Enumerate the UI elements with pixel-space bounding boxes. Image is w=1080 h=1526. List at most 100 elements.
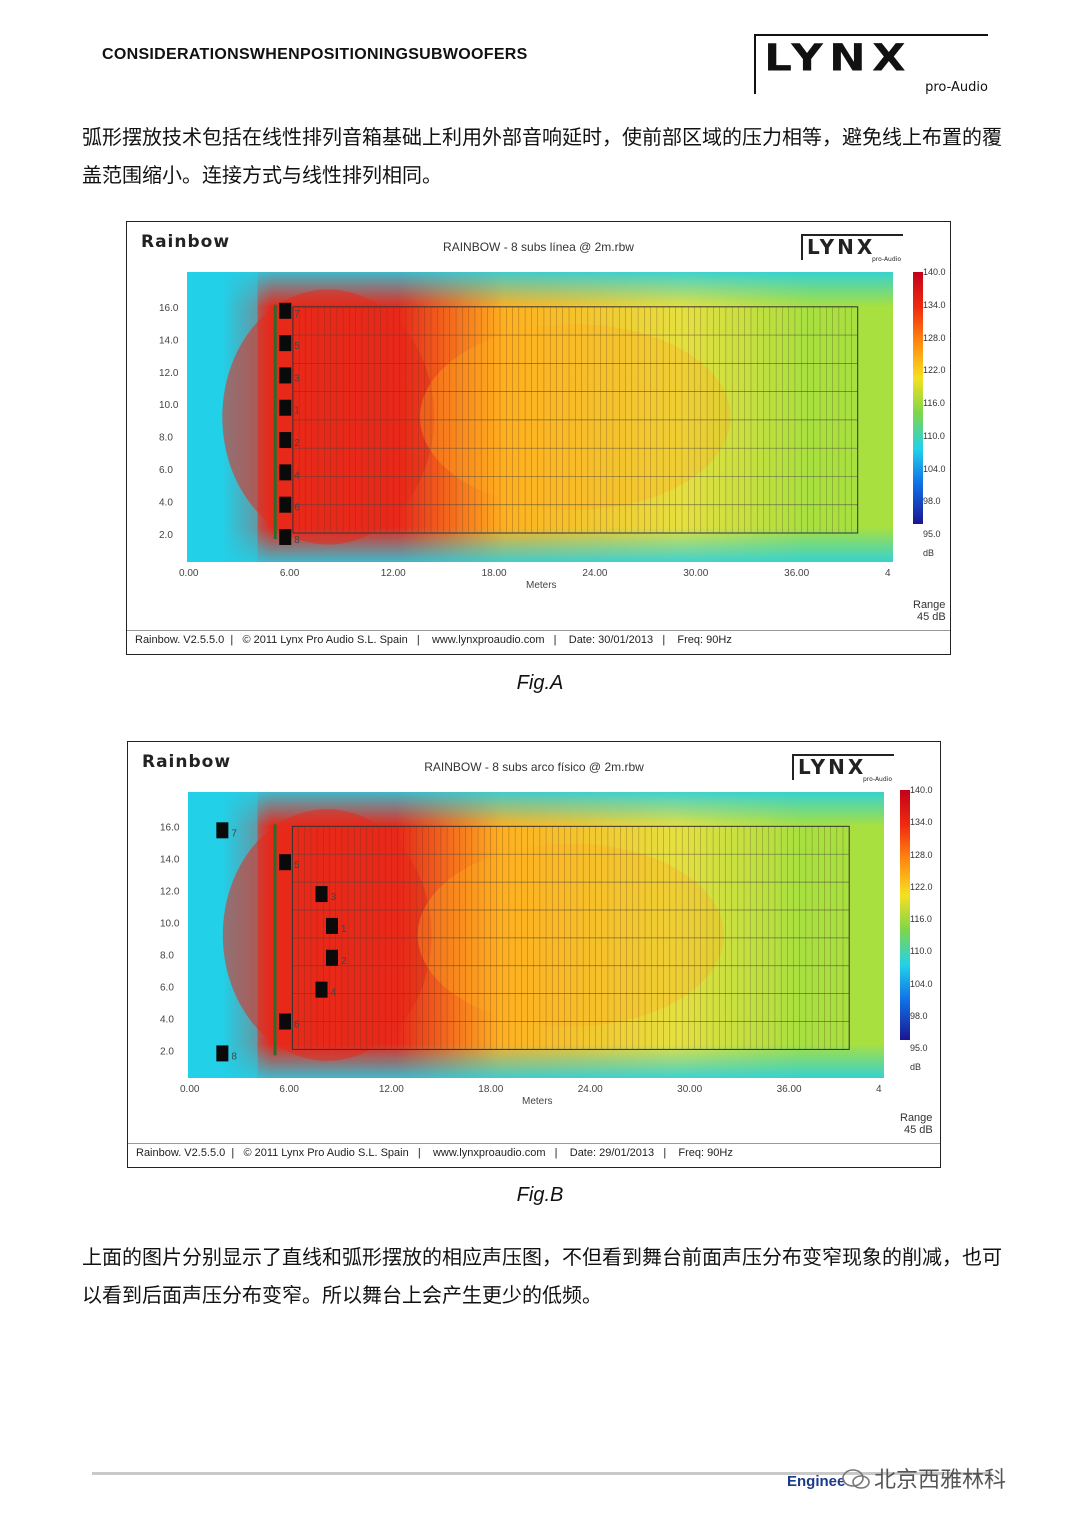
y-tick-label: 16.0 xyxy=(159,303,179,314)
spl-heatmap: 16.0 14.0 12.0 10.0 8.0 6.0 4.0 2.0 0.00 6.00 12.0… xyxy=(160,792,884,1107)
x-tick-label: 36.00 xyxy=(784,568,809,579)
footer-version: Rainbow. V2.5.5.0 xyxy=(135,634,225,646)
legend-value: 95.0 xyxy=(910,1043,928,1053)
figure-b-caption: Fig.B xyxy=(516,1184,564,1206)
subwoofer-marker xyxy=(279,399,292,416)
x-tick-label: 18.00 xyxy=(482,568,507,579)
legend-value: 122.0 xyxy=(910,881,933,892)
subwoofer-label: 8 xyxy=(231,1051,237,1062)
x-tick-label: 24.00 xyxy=(582,568,607,579)
footer-url: www.lynxproaudio.com xyxy=(432,1147,546,1159)
y-tick-label: 8.0 xyxy=(160,950,174,961)
range-label: Range xyxy=(913,599,946,611)
subwoofer-label: 3 xyxy=(294,373,300,384)
y-tick-label: 10.0 xyxy=(159,400,179,411)
spl-heatmap: 16.0 14.0 12.0 10.0 8.0 6.0 4.0 2.0 0.00 6.00 12.0… xyxy=(159,272,893,591)
intro-paragraph: 弧形摆放技术包括在线性排列音箱基础上利用外部音响延时，使前部区域的压力相等，避免… xyxy=(82,125,1002,187)
x-tick-label: 24.00 xyxy=(578,1084,603,1095)
lynx-logo-text: LYNX xyxy=(764,36,912,80)
db-color-legend xyxy=(900,790,910,1040)
lynx-mini-logo: LYNX pro-Audio xyxy=(792,754,894,783)
subwoofer-marker xyxy=(325,949,338,966)
x-tick-label: 30.00 xyxy=(677,1084,702,1095)
footer-freq: Freq: 90Hz xyxy=(678,1147,733,1159)
subwoofer-label: 3 xyxy=(331,892,337,903)
footer-version: Rainbow. V2.5.5.0 xyxy=(136,1147,226,1159)
x-tick-label: 12.00 xyxy=(381,568,406,579)
y-tick-label: 14.0 xyxy=(159,335,179,346)
lynx-mini-logo-subtitle: pro-Audio xyxy=(871,256,901,263)
subwoofer-marker xyxy=(279,1013,291,1030)
x-tick-label: 0.00 xyxy=(179,568,199,579)
legend-value: 134.0 xyxy=(923,299,946,310)
legend-value: 110.0 xyxy=(923,430,945,441)
subwoofer-label: 4 xyxy=(294,470,300,481)
footer-url: www.lynxproaudio.com xyxy=(431,634,545,646)
subwoofer-marker xyxy=(315,886,328,903)
subwoofer-marker xyxy=(216,822,229,839)
subwoofer-label: 6 xyxy=(294,1020,300,1031)
legend-unit: dB xyxy=(923,548,935,558)
x-tick-label: 6.00 xyxy=(279,1084,299,1095)
lynx-mini-logo: LYNX pro-Audio xyxy=(801,234,903,263)
subwoofer-label: 5 xyxy=(294,860,300,871)
figure-a: Rainbow RAINBOW - 8 subs línea @ 2m.rbw … xyxy=(126,221,951,655)
y-tick-label: 2.0 xyxy=(159,530,173,541)
legend-value: 98.0 xyxy=(923,496,941,507)
subwoofer-label: 2 xyxy=(341,956,347,967)
y-tick-label: 16.0 xyxy=(160,822,180,833)
subwoofer-marker xyxy=(279,302,292,319)
range-label: Range xyxy=(900,1112,933,1124)
x-tick-label: 18.00 xyxy=(478,1084,503,1095)
x-tick-label: 6.00 xyxy=(280,568,300,579)
subwoofer-label: 5 xyxy=(294,341,300,352)
db-color-legend xyxy=(913,272,923,524)
rainbow-app-logo: Rainbow xyxy=(141,232,231,252)
y-tick-label: 14.0 xyxy=(160,854,180,865)
range-value: 45 dB xyxy=(917,611,946,623)
wechat-icon xyxy=(842,1469,870,1489)
footer-date: Date: 29/01/2013 xyxy=(569,1147,655,1159)
y-tick-label: 6.0 xyxy=(159,465,173,476)
subwoofer-label: 6 xyxy=(294,503,300,514)
y-tick-label: 12.0 xyxy=(159,368,179,379)
x-axis-label: Meters xyxy=(522,1096,553,1107)
x-tick-label: 4 xyxy=(885,568,891,579)
figure-footer: Rainbow. V2.5.5.0 | © 2011 Lynx Pro Audi… xyxy=(136,1147,733,1159)
figure-title: RAINBOW - 8 subs línea @ 2m.rbw xyxy=(443,240,634,254)
footer-date: Date: 30/01/2013 xyxy=(568,634,654,646)
legend-value: 140.0 xyxy=(910,785,933,795)
legend-value: 110.0 xyxy=(910,946,932,957)
legend-value: 104.0 xyxy=(923,463,946,474)
footer-freq: Freq: 90Hz xyxy=(677,634,732,646)
subwoofer-marker xyxy=(325,917,338,934)
lynx-mini-logo-subtitle: pro-Audio xyxy=(862,776,892,783)
subwoofer-label: 1 xyxy=(341,924,347,935)
subwoofer-marker xyxy=(279,854,291,871)
footer-rule xyxy=(92,1472,992,1475)
subwoofer-label: 4 xyxy=(331,988,337,999)
legend-value: 122.0 xyxy=(923,365,946,376)
legend-value: 140.0 xyxy=(923,267,946,277)
subwoofer-marker xyxy=(279,432,292,449)
footer-engineering-text: Enginee xyxy=(787,1473,846,1490)
figure-title: RAINBOW - 8 subs arco físico @ 2m.rbw xyxy=(424,760,644,774)
legend-value: 116.0 xyxy=(923,398,945,408)
legend-value: 104.0 xyxy=(910,978,933,989)
footer-copyright: © 2011 Lynx Pro Audio S.L. Spain xyxy=(243,1147,409,1159)
subwoofer-marker xyxy=(279,529,292,545)
lynx-mini-logo-text: LYNX xyxy=(798,755,867,779)
range-value: 45 dB xyxy=(904,1124,933,1136)
subwoofer-marker xyxy=(279,335,292,352)
lynx-logo-subtitle: pro-Audio xyxy=(925,80,988,95)
x-tick-label: 0.00 xyxy=(180,1084,200,1095)
y-tick-label: 8.0 xyxy=(159,433,173,444)
y-tick-label: 4.0 xyxy=(159,498,173,509)
legend-value: 128.0 xyxy=(923,332,946,343)
legend-unit: dB xyxy=(910,1062,922,1072)
x-tick-label: 36.00 xyxy=(777,1084,802,1095)
subwoofer-label: 8 xyxy=(294,535,300,546)
subwoofer-marker xyxy=(216,1045,229,1062)
lynx-logo: LYNX pro-Audio xyxy=(754,34,988,95)
subwoofer-label: 2 xyxy=(294,438,300,449)
